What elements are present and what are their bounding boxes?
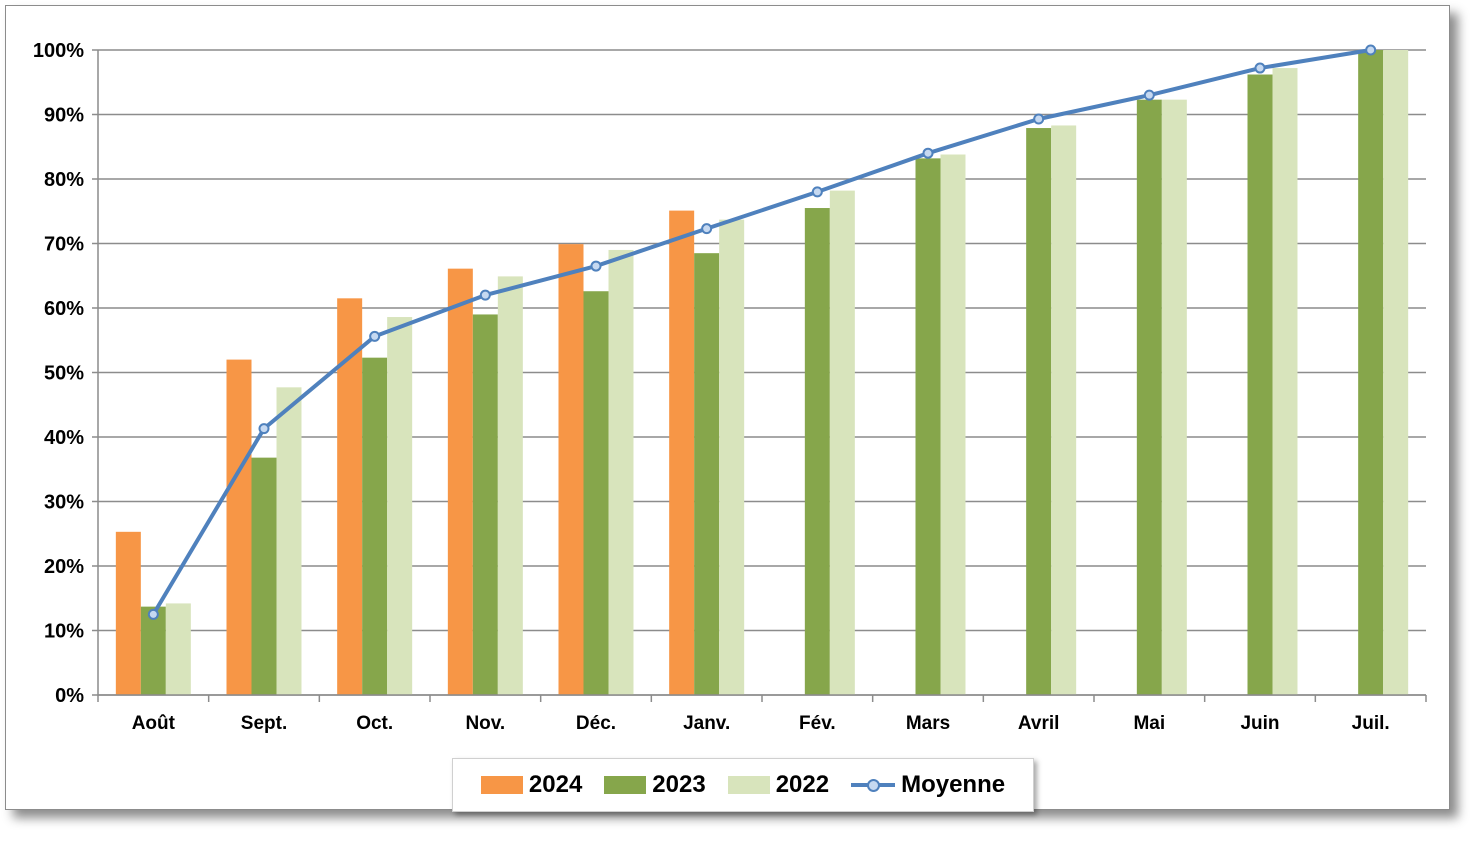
bar-2022-2 xyxy=(387,317,413,695)
line-point-10 xyxy=(1254,62,1266,74)
y-tick-label: 40% xyxy=(44,427,84,449)
legend-swatch-2023 xyxy=(604,776,647,794)
x-tick-label: Sept. xyxy=(241,713,287,734)
y-tick-label: 20% xyxy=(44,556,84,578)
x-tick-label: Mars xyxy=(906,713,950,734)
bar-series xyxy=(115,50,1409,696)
line-point-9 xyxy=(1143,89,1155,101)
line-point-0 xyxy=(147,608,159,620)
bar-2024-3 xyxy=(447,268,473,695)
x-tick-label: Août xyxy=(132,713,176,734)
bar-2023-8 xyxy=(1026,128,1052,696)
legend-label-2022: 2022 xyxy=(775,771,830,798)
line-point-4 xyxy=(590,260,602,272)
x-tick-label: Janv. xyxy=(683,713,730,734)
legend: 2024 2023 2022 Moyenne xyxy=(452,758,1034,812)
legend-label-2024: 2024 xyxy=(528,771,583,798)
legend-swatch-2024 xyxy=(480,776,523,794)
gridlines xyxy=(92,49,1426,696)
line-point-5 xyxy=(701,223,713,235)
line-point-1 xyxy=(258,423,270,435)
bar-2022-10 xyxy=(1272,68,1298,695)
line-point-11 xyxy=(1365,44,1377,56)
y-axis-ticks: 0% 10% 20% 30% 40% 50% 60% 70% 80% 90% 100% xyxy=(33,40,84,707)
x-tick-label: Juin xyxy=(1240,713,1279,734)
bar-2023-10 xyxy=(1247,74,1273,695)
legend-item-2024: 2024 xyxy=(480,771,583,799)
line-point-7 xyxy=(922,147,934,159)
legend-item-2022: 2022 xyxy=(727,771,830,799)
bar-2022-1 xyxy=(276,387,302,695)
line-point-3 xyxy=(479,289,491,301)
legend-line-marker-icon xyxy=(851,776,896,794)
y-tick-label: 80% xyxy=(44,169,84,191)
bar-2023-3 xyxy=(472,314,498,695)
bar-2024-1 xyxy=(226,359,252,695)
chart-frame: 0% 10% 20% 30% 40% 50% 60% 70% 80% 90% 100% Août Se… xyxy=(5,5,1450,812)
bar-2022-7 xyxy=(940,154,966,696)
bar-2022-11 xyxy=(1383,50,1409,695)
average-line-series xyxy=(147,44,1377,620)
bar-2023-1 xyxy=(251,457,277,695)
bar-2023-4 xyxy=(583,291,609,695)
legend-label-2023: 2023 xyxy=(652,771,706,798)
x-tick-label: Nov. xyxy=(465,713,505,734)
legend-swatch-2022 xyxy=(727,776,770,794)
y-tick-label: 70% xyxy=(44,234,84,256)
bar-2023-0 xyxy=(140,606,166,695)
bar-2023-2 xyxy=(362,357,388,695)
bar-2022-0 xyxy=(165,603,191,695)
y-tick-label: 60% xyxy=(44,298,84,320)
bar-2024-0 xyxy=(115,531,141,695)
bar-2022-3 xyxy=(497,276,523,695)
bar-2023-9 xyxy=(1136,99,1162,696)
line-point-6 xyxy=(811,186,823,198)
x-tick-label: Juil. xyxy=(1352,713,1390,734)
chart-plot: 0% 10% 20% 30% 40% 50% 60% 70% 80% 90% 100% Août Se… xyxy=(33,40,1427,734)
bar-2023-5 xyxy=(694,253,720,696)
bar-2022-8 xyxy=(1051,125,1077,696)
bar-2022-9 xyxy=(1161,99,1187,696)
bar-2023-6 xyxy=(804,208,830,695)
y-tick-label: 100% xyxy=(33,40,84,62)
x-axis-labels: Août Sept. Oct. Nov. Déc. Janv. Fév. Mars Avril M… xyxy=(132,713,1390,734)
legend-item-moyenne: Moyenne xyxy=(851,771,1005,799)
bar-2024-5 xyxy=(669,210,695,696)
y-tick-label: 0% xyxy=(55,685,84,707)
line-Moyenne xyxy=(151,48,1371,616)
bar-2022-5 xyxy=(719,219,745,695)
x-tick-label: Déc. xyxy=(576,713,616,734)
x-tick-label: Fév. xyxy=(799,713,836,734)
bar-2022-6 xyxy=(829,190,855,696)
line-point-8 xyxy=(1033,113,1045,125)
bar-2023-7 xyxy=(915,158,941,696)
legend-label-moyenne: Moyenne xyxy=(901,771,1006,798)
y-tick-label: 10% xyxy=(44,621,84,643)
y-tick-label: 30% xyxy=(44,492,84,514)
x-axis xyxy=(97,50,1427,702)
legend-item-2023: 2023 xyxy=(604,771,706,799)
y-tick-label: 50% xyxy=(44,363,84,385)
x-tick-label: Mai xyxy=(1133,713,1165,734)
line-point-2 xyxy=(369,330,381,342)
bar-2022-4 xyxy=(608,249,634,695)
x-tick-label: Avril xyxy=(1018,713,1060,734)
bar-2024-4 xyxy=(558,244,584,695)
bar-2023-11 xyxy=(1358,50,1384,695)
y-tick-label: 90% xyxy=(44,105,84,127)
x-tick-label: Oct. xyxy=(356,713,393,734)
